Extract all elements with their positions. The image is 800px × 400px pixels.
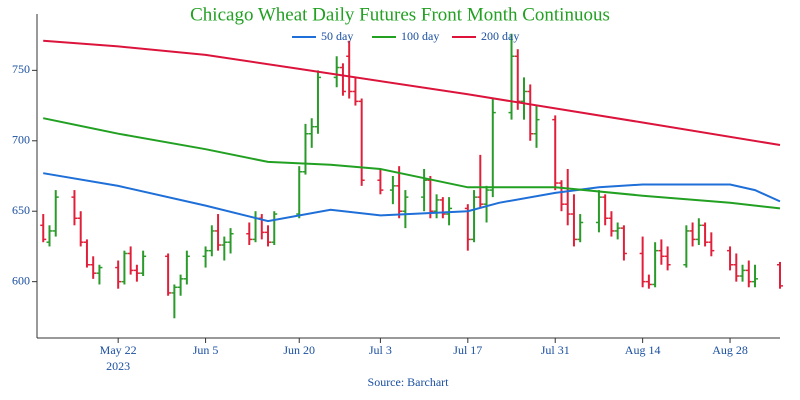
legend-label: 100 day [401, 29, 439, 43]
x-tick-label: Jun 20 [283, 343, 315, 357]
y-tick-label: 650 [12, 203, 30, 217]
x-tick-label: May 22 [100, 343, 137, 357]
x-tick-label: Aug 14 [625, 343, 661, 357]
moving-average-line [42, 117, 781, 210]
moving-average-line [43, 39, 781, 146]
x-year-label: 2023 [106, 359, 130, 373]
legend-label: 200 day [481, 29, 519, 43]
x-tick-label: Jul 17 [453, 343, 482, 357]
chart-title: Chicago Wheat Daily Futures Front Month … [190, 4, 610, 25]
source-note: Source: Barchart [368, 375, 450, 389]
y-tick-label: 700 [12, 133, 30, 147]
y-tick-label: 750 [12, 62, 30, 76]
moving-average-line [43, 172, 781, 223]
x-tick-label: Jul 31 [541, 343, 570, 357]
x-tick-label: Jul 3 [369, 343, 392, 357]
y-tick-label: 600 [12, 273, 30, 287]
x-tick-label: Aug 28 [712, 343, 748, 357]
legend-label: 50 day [321, 29, 353, 43]
x-tick-label: Jun 5 [193, 343, 219, 357]
